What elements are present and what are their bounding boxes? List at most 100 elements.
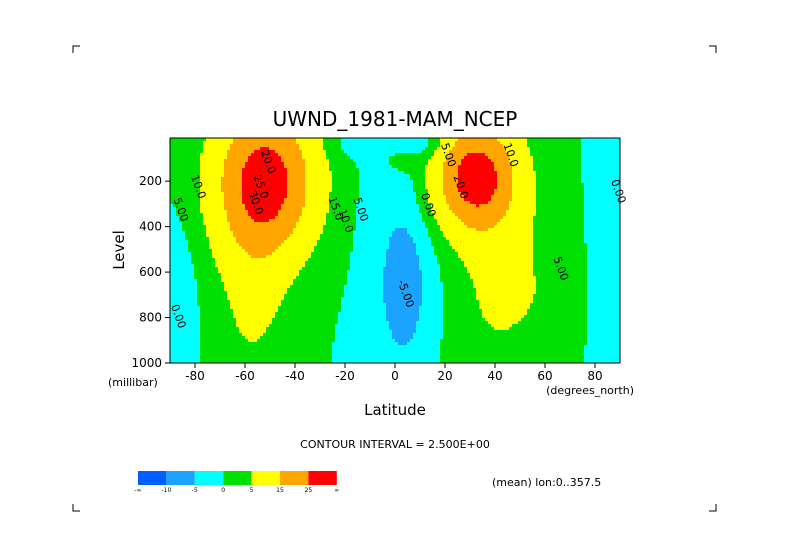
field-cell bbox=[266, 174, 270, 178]
field-cell bbox=[221, 240, 225, 244]
field-cell bbox=[299, 156, 303, 160]
field-cell bbox=[278, 315, 282, 319]
field-cell bbox=[344, 291, 348, 295]
field-cell bbox=[338, 294, 342, 298]
field-cell bbox=[257, 147, 261, 151]
field-cell bbox=[236, 264, 240, 268]
field-cell bbox=[359, 174, 363, 178]
field-cell bbox=[212, 357, 216, 361]
field-cell bbox=[176, 357, 180, 361]
field-cell bbox=[272, 243, 276, 247]
field-cell bbox=[296, 348, 300, 352]
field-cell bbox=[350, 237, 354, 241]
field-cell bbox=[320, 141, 324, 145]
field-cell bbox=[332, 198, 336, 202]
field-cell bbox=[209, 198, 213, 202]
field-cell bbox=[311, 267, 315, 271]
field-cell bbox=[233, 288, 237, 292]
field-cell bbox=[350, 336, 354, 340]
field-cell bbox=[365, 264, 369, 268]
field-cell bbox=[179, 159, 183, 163]
field-cell bbox=[176, 249, 180, 253]
field-cell bbox=[173, 303, 177, 307]
field-cell bbox=[332, 264, 336, 268]
field-cell bbox=[200, 165, 204, 169]
field-cell bbox=[320, 201, 324, 205]
field-cell bbox=[212, 159, 216, 163]
field-cell bbox=[341, 246, 345, 250]
field-cell bbox=[317, 231, 321, 235]
field-cell bbox=[236, 147, 240, 151]
field-cell bbox=[200, 270, 204, 274]
field-cell bbox=[266, 228, 270, 232]
field-cell bbox=[230, 198, 234, 202]
field-cell bbox=[308, 219, 312, 223]
field-cell bbox=[266, 192, 270, 196]
field-cell bbox=[173, 186, 177, 190]
field-cell bbox=[209, 270, 213, 274]
field-cell bbox=[179, 321, 183, 325]
field-cell bbox=[200, 231, 204, 235]
field-cell bbox=[362, 267, 366, 271]
field-cell bbox=[191, 189, 195, 193]
field-cell bbox=[203, 138, 207, 142]
field-cell bbox=[287, 354, 291, 358]
field-cell bbox=[368, 144, 372, 148]
field-cell bbox=[212, 360, 216, 364]
field-cell bbox=[233, 183, 237, 187]
field-cell bbox=[176, 279, 180, 283]
field-cell bbox=[353, 321, 357, 325]
field-cell bbox=[332, 321, 336, 325]
field-cell bbox=[320, 342, 324, 346]
field-cell bbox=[239, 210, 243, 214]
field-cell bbox=[215, 354, 219, 358]
field-cell bbox=[356, 153, 360, 157]
field-cell bbox=[236, 222, 240, 226]
field-cell bbox=[275, 360, 279, 364]
field-cell bbox=[338, 225, 342, 229]
field-cell bbox=[263, 300, 267, 304]
field-cell bbox=[194, 156, 198, 160]
field-cell bbox=[188, 282, 192, 286]
field-cell bbox=[287, 300, 291, 304]
field-cell bbox=[239, 195, 243, 199]
field-cell bbox=[359, 282, 363, 286]
field-cell bbox=[215, 252, 219, 256]
field-cell bbox=[251, 252, 255, 256]
field-cell bbox=[215, 198, 219, 202]
field-cell bbox=[272, 354, 276, 358]
field-cell bbox=[308, 210, 312, 214]
field-cell bbox=[176, 144, 180, 148]
field-cell bbox=[170, 153, 174, 157]
field-cell bbox=[182, 324, 186, 328]
field-cell bbox=[332, 351, 336, 355]
field-cell bbox=[329, 186, 333, 190]
field-cell bbox=[332, 273, 336, 277]
field-cell bbox=[287, 225, 291, 229]
field-cell bbox=[344, 219, 348, 223]
field-cell bbox=[332, 207, 336, 211]
field-cell bbox=[278, 252, 282, 256]
field-cell bbox=[182, 315, 186, 319]
field-cell bbox=[176, 198, 180, 202]
field-cell bbox=[254, 273, 258, 277]
field-cell bbox=[278, 201, 282, 205]
field-cell bbox=[341, 267, 345, 271]
field-cell bbox=[356, 267, 360, 271]
field-cell bbox=[203, 258, 207, 262]
field-cell bbox=[245, 228, 249, 232]
field-cell bbox=[311, 144, 315, 148]
field-cell bbox=[272, 297, 276, 301]
field-cell bbox=[260, 279, 264, 283]
field-cell bbox=[326, 168, 330, 172]
field-cell bbox=[293, 228, 297, 232]
field-cell bbox=[227, 339, 231, 343]
field-cell bbox=[344, 279, 348, 283]
field-cell bbox=[293, 297, 297, 301]
field-cell bbox=[335, 246, 339, 250]
field-cell bbox=[293, 243, 297, 247]
field-cell bbox=[194, 198, 198, 202]
field-cell bbox=[344, 273, 348, 277]
field-cell bbox=[317, 330, 321, 334]
field-cell bbox=[179, 198, 183, 202]
